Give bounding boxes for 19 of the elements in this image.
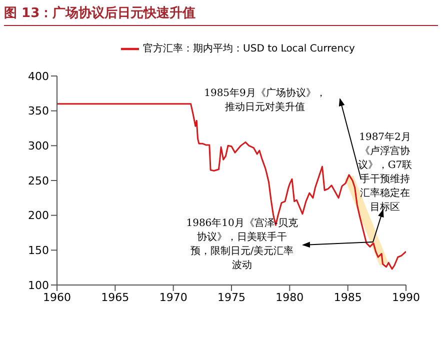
y-tick-label: 350 [28, 104, 49, 118]
chart-title: 图 13：广场协议后日元快速升值 [4, 4, 438, 26]
annotation: 1986年10月《宫泽-贝克协议》，日美联手干预，限制日元/美元汇率波动 [186, 217, 298, 271]
x-tick-label: 1975 [218, 290, 246, 304]
annotation: 1985年9月《广场协议》，推动日元对美升值 [204, 87, 326, 113]
legend-label: 官方汇率：期内平均：USD to Local Currency [143, 44, 355, 55]
y-tick-label: 100 [28, 278, 49, 292]
annotation: 1987年2月《卢浮宫协议》，G7联手干预维持汇率稳定在目标区 [358, 131, 412, 213]
x-tick-label: 1960 [43, 290, 71, 304]
y-tick-label: 250 [28, 174, 49, 188]
x-tick-label: 1980 [276, 290, 304, 304]
x-tick-label: 1985 [334, 290, 362, 304]
y-tick-label: 400 [28, 70, 49, 83]
y-tick-label: 200 [28, 209, 49, 222]
y-tick-label: 150 [28, 244, 49, 258]
x-tick-label: 1990 [392, 290, 420, 304]
x-tick-label: 1970 [159, 290, 188, 304]
y-tick-label: 300 [28, 140, 49, 153]
x-tick-label: 1965 [101, 290, 130, 304]
